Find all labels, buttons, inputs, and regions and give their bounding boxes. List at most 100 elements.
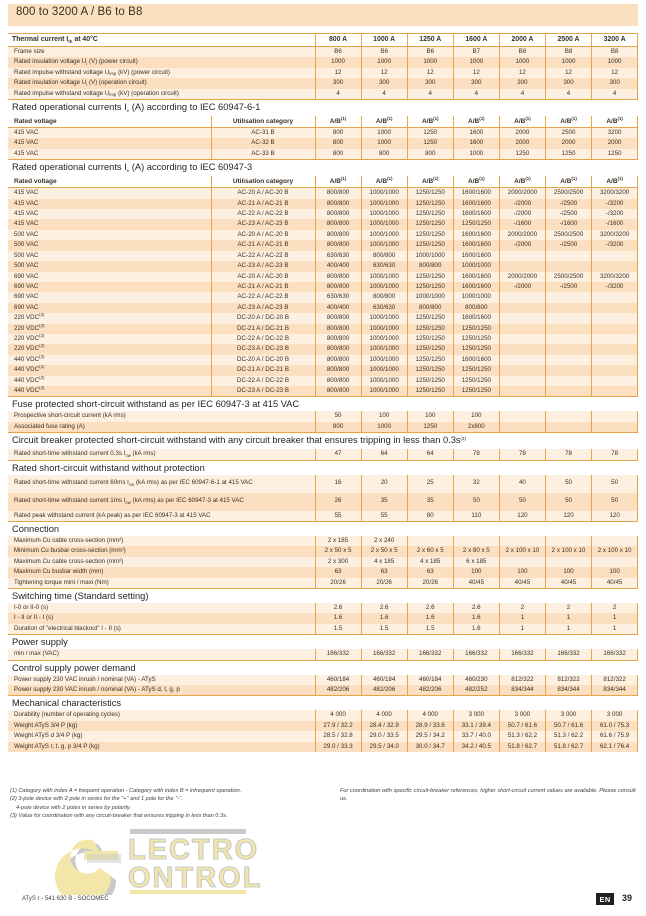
row-category: DC-20 A / DC-20 B [210,313,315,324]
row-value-0: 800/800 [314,187,362,199]
row-label: Associated fuse rating (A) [8,421,315,433]
row-value-0: 800/800 [314,333,362,345]
row-voltage: 440 VDC(2) [8,365,211,376]
row-label: Rated short-time withstand current 1ms I… [8,492,315,511]
row-value-5: 4 [544,88,592,100]
row-value-4: 834/344 [498,685,546,696]
table-row: 220 VDC(2) DC-20 A / DC-20 B 800/800 1000/1… [8,313,639,324]
footer-reference: ATyS r - 541 630 B - SOCOMEC [22,896,109,902]
row-value-4 [498,411,546,422]
row-value-3: 6 x 185 [452,556,500,568]
section-fuse: Fuse protected short-circuit withstand a… [8,396,638,412]
row-voltage: 500 VAC [8,250,211,262]
section-control-supply-title: Control supply power demand [8,659,638,675]
row-value-3: 2.6 [452,603,500,614]
row-value-3: 800/800 [452,302,500,314]
row-category: AC-21 A / AC-21 B [210,240,315,251]
row-value-2: 300 [406,78,454,89]
col-header-ab-4: A/B(1) [498,176,546,189]
row-value-6: 12 [591,67,639,79]
watermark-text-top: LECTRO [128,834,259,866]
row-value-6 [591,323,639,334]
row-value-4: 120 [498,510,546,522]
footnote-line-3: (3) Value for coordination with any circ… [10,813,228,820]
row-value-1: 800/800 [360,250,408,262]
row-value-5: 300 [544,78,592,89]
row-value-1: 1000/1000 [360,281,408,293]
section-fuse-title: Fuse protected short-circuit withstand a… [8,396,638,412]
row-value-1: 1000/1000 [360,240,408,251]
col-header-ab-5: A/B(1) [544,116,592,129]
row-value-4: -/1600 [498,219,546,230]
row-value-2: 2 x 60 x 5 [406,546,454,557]
row-voltage: 415 VAC [8,138,211,149]
row-value-4 [498,385,546,397]
row-category: AC-22 A / AC-22 B [210,209,315,220]
row-voltage: 500 VAC [8,229,211,241]
row-value-0: 27.9 / 32.2 [314,720,362,732]
page-number: 39 [622,893,633,903]
row-value-1: 1000/1000 [360,229,408,241]
row-value-3: 300 [452,78,500,89]
row-value-0: 800/800 [314,385,362,397]
row-value-0: 2.6 [314,603,362,614]
row-value-4: 50 [498,492,546,511]
row-value-5 [544,411,592,422]
row-label: Rated impulse withstand voltage Uimp (kV… [8,67,315,79]
col-header-category: Utilisation category [210,176,315,189]
col-header-ab-4: A/B(1) [498,116,546,129]
table-row: Rated insulation voltage Ui (V) (operati… [8,78,639,89]
section-without-protection-title: Rated short-circuit withstand without pr… [8,459,638,475]
table-row: Weight ATyS 3/4 P (kg) 27.9 / 32.2 28.4 / … [8,720,639,732]
row-value-2: 1250/1250 [406,333,454,345]
row-value-3: 1.6 [452,623,500,635]
row-value-4: 1250 [498,148,546,160]
row-category: DC-21 A / DC-21 B [210,365,315,376]
row-value-2: 30.0 / 34.7 [406,741,454,753]
row-value-6: 2 x 100 x 10 [591,546,639,557]
row-value-0: 28.5 / 32.8 [314,731,362,742]
row-value-0: 4 000 [314,710,362,721]
row-label: Weight ATyS 3/4 P (kg) [8,720,315,732]
row-value-2: 800 [406,148,454,160]
col-header-ab-2: A/B(1) [406,116,454,129]
row-value-0: 300 [314,78,362,89]
row-value-3: 1000/1000 [452,292,500,303]
row-value-5 [544,354,592,366]
row-value-4: 12 [498,67,546,79]
table-row: 415 VAC AC-32 B 800 1000 1250 1600 2000 2000 200… [8,138,639,149]
row-value-5: 3 000 [544,710,592,721]
row-value-4 [498,333,546,345]
row-value-2: 166/332 [406,649,454,661]
footnote-line-0: (1) Category with index A = frequent ope… [10,788,242,794]
table-row: 415 VAC AC-33 B 800 800 800 1000 1250 1250 1250 [8,148,639,160]
row-value-1: 1000/1000 [360,271,408,282]
row-value-2: 4 [406,88,454,100]
row-value-6 [591,421,639,433]
table-row: 500 VAC AC-22 A / AC-22 B 630/630 800/800 10… [8,250,639,262]
row-value-3: 460/230 [452,674,500,686]
row-value-1: 100 [360,411,408,422]
row-value-2: 25 [406,474,454,493]
row-value-1: 28.4 / 32.9 [360,720,408,732]
row-value-3: 1250/1250 [452,219,500,230]
table-row: 690 VAC AC-21 A / AC-21 B 800/800 1000/1000… [8,281,639,293]
row-value-2: 1000/1000 [406,250,454,262]
row-value-3: B7 [452,46,500,58]
row-category: AC-20 A / AC-20 B [210,187,315,199]
row-value-2: B6 [406,46,454,58]
row-voltage: 220 VDC(2) [8,333,211,345]
row-label: Weight ATyS r, t, g, p 3/4 P (kg) [8,741,315,753]
row-value-0: 800/800 [314,209,362,220]
row-category: AC-21 A / AC-21 B [210,281,315,293]
row-value-6 [591,385,639,397]
row-value-1: 482/206 [360,685,408,696]
row-voltage: 690 VAC [8,271,211,282]
row-value-5: -/2500 [544,209,592,220]
row-value-4: 2 [498,603,546,614]
row-value-5 [544,333,592,345]
row-value-0: 800/800 [314,229,362,241]
row-value-0: 800 [314,421,362,433]
row-value-1: 12 [360,67,408,79]
row-value-5: 120 [544,510,592,522]
